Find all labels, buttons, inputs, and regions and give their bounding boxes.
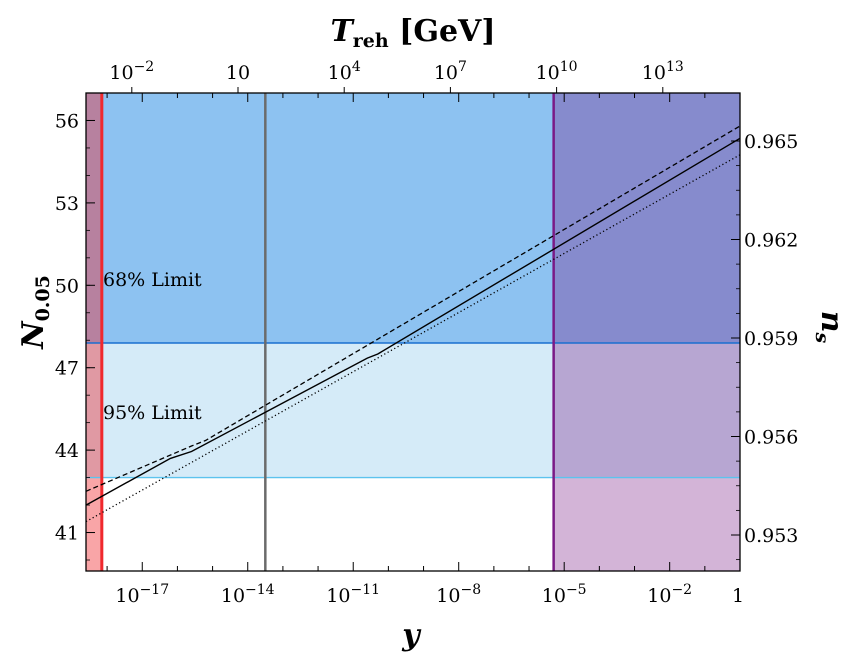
- bottom-tick-label: 10−5: [542, 582, 587, 607]
- ticks: 10−17 10−14 10−11 10−8 10−5 10−2 1 10−2 10 104 107…: [55, 59, 799, 607]
- bottom-tick-label: 10−11: [326, 582, 380, 607]
- shaded-regions: [86, 93, 740, 571]
- left-axis-title: N0.05: [16, 275, 54, 350]
- label-95-limit: 95% Limit: [103, 402, 202, 424]
- top-tick-label: 10−2: [109, 59, 154, 84]
- right-tick-label: 0.965: [744, 131, 798, 153]
- left-tick-label: 44: [55, 440, 79, 462]
- top-axis-title: Treh [GeV]: [330, 14, 495, 52]
- top-tick-label: 1010: [536, 59, 578, 84]
- bottom-tick-label: 10−2: [647, 582, 692, 607]
- left-tick-label: 56: [55, 110, 79, 132]
- region-68-limit: [86, 93, 740, 343]
- region-excluded-right: [553, 93, 740, 571]
- series-solid: [85, 137, 741, 506]
- right-tick-label: 0.962: [744, 230, 798, 252]
- top-tick-label: 104: [328, 59, 361, 84]
- top-tick-label: 107: [434, 59, 467, 84]
- region-labels: 68% Limit 95% Limit: [103, 269, 202, 424]
- top-tick-label: 1013: [642, 59, 684, 84]
- top-tick-label: 10: [226, 62, 250, 84]
- bottom-axis-title: y: [401, 618, 422, 653]
- left-tick-label: 53: [55, 193, 79, 215]
- bottom-tick-label: 10−8: [436, 582, 481, 607]
- region-95-limit: [86, 342, 740, 478]
- bottom-tick-label: 10−14: [221, 582, 275, 607]
- right-tick-label: 0.959: [744, 328, 798, 350]
- series-dashed: [85, 125, 741, 492]
- right-tick-label: 0.953: [744, 525, 798, 547]
- series-lines: [85, 125, 741, 523]
- bottom-tick-label: 10−17: [115, 582, 169, 607]
- axis-titles: y Treh [GeV] N0.05 ns: [16, 14, 849, 653]
- left-tick-label: 47: [55, 358, 79, 380]
- right-tick-label: 0.956: [744, 427, 798, 449]
- left-tick-label: 50: [55, 275, 79, 297]
- bottom-tick-label: 1: [732, 585, 744, 607]
- vertical-boundaries: [100, 93, 555, 571]
- left-tick-label: 41: [55, 523, 79, 545]
- plot-frame: [85, 92, 741, 572]
- right-axis-title: ns: [811, 311, 849, 344]
- label-68-limit: 68% Limit: [103, 269, 202, 291]
- region-excluded-left: [86, 93, 102, 571]
